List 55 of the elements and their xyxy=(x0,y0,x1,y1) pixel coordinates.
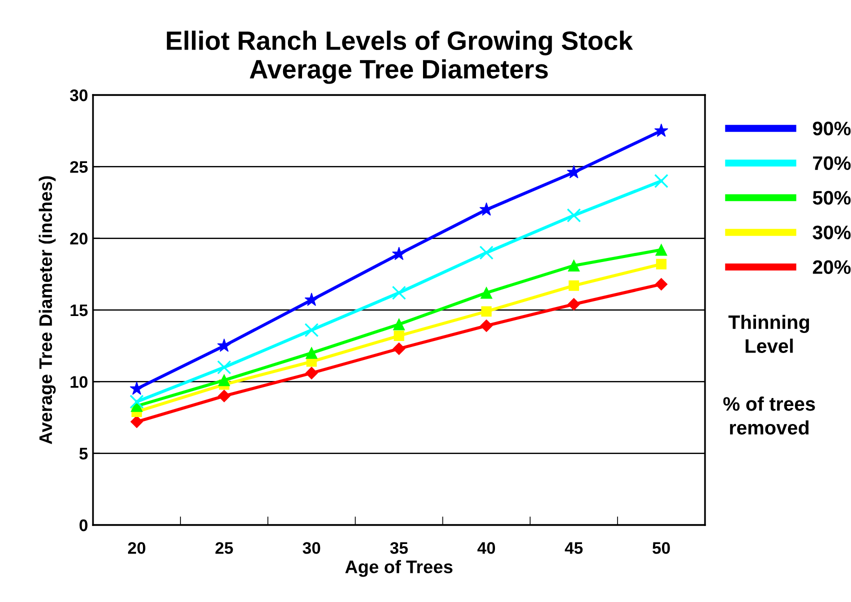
x-tick-label: 40 xyxy=(477,542,496,554)
text: Thinning Level xyxy=(728,314,809,353)
point xyxy=(393,318,405,330)
point xyxy=(568,298,580,311)
y-axis-title: Average Tree Diameter (inches) xyxy=(38,176,56,444)
x-tick-label: 25 xyxy=(215,542,233,554)
legend-label: 90% xyxy=(812,122,851,136)
point xyxy=(481,306,492,317)
point xyxy=(566,165,581,178)
y-tick-label: 20 xyxy=(70,232,88,245)
point xyxy=(654,124,668,137)
point xyxy=(480,320,493,332)
legend-label: 50% xyxy=(812,190,851,205)
point xyxy=(130,394,144,409)
x-axis-title: Age of Trees xyxy=(345,560,452,577)
point xyxy=(130,382,144,395)
point xyxy=(218,390,230,402)
point xyxy=(568,280,580,291)
legend-label: 30% xyxy=(812,226,851,240)
y-tick-label: 10 xyxy=(70,376,88,388)
y-tick-label: 5 xyxy=(79,448,88,460)
point xyxy=(217,360,232,374)
legend-label: 70% xyxy=(813,156,851,170)
point xyxy=(480,286,492,299)
point xyxy=(217,338,232,352)
point xyxy=(392,342,406,355)
point xyxy=(655,278,668,290)
x-tick-label: 35 xyxy=(390,542,408,554)
legend-label: 20% xyxy=(812,260,851,274)
point xyxy=(130,416,143,428)
x-tick-label: 45 xyxy=(564,542,583,554)
y-tick-label: 15 xyxy=(70,304,88,316)
x-tick-label: 30 xyxy=(302,542,320,554)
point xyxy=(304,292,319,306)
point xyxy=(218,374,230,386)
x-tick-label: 50 xyxy=(652,542,670,554)
point xyxy=(305,366,318,380)
text: % of trees removed xyxy=(723,396,815,435)
point xyxy=(479,246,494,260)
chart-title: Elliot Ranch Levels of Growing Stock Average Tree Diameters xyxy=(166,30,633,84)
point xyxy=(656,258,666,270)
x-tick-label: 20 xyxy=(128,542,146,554)
point xyxy=(392,246,406,260)
point xyxy=(392,286,406,300)
point xyxy=(566,208,581,222)
point xyxy=(394,330,404,342)
y-tick-label: 0 xyxy=(80,519,88,532)
y-tick-label: 25 xyxy=(70,161,88,173)
y-tick-label: 30 xyxy=(70,89,88,102)
point xyxy=(306,347,318,359)
point xyxy=(568,260,580,272)
point xyxy=(654,174,668,188)
point xyxy=(479,202,494,216)
point xyxy=(304,322,319,338)
point xyxy=(655,244,668,256)
